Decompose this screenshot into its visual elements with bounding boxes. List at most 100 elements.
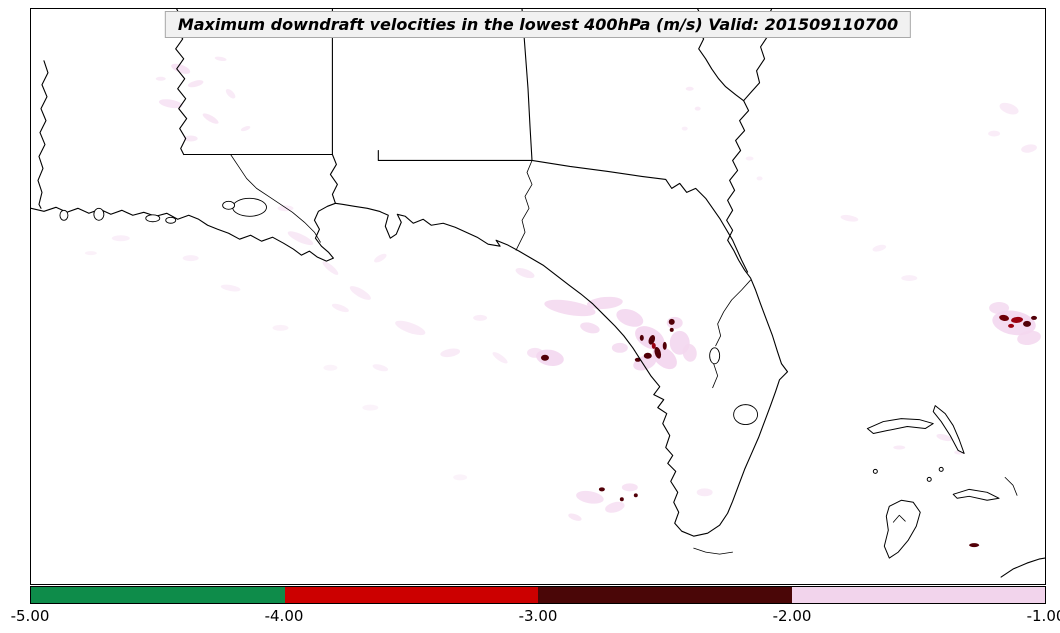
colorbar-segment: [538, 587, 792, 603]
small-cay-1: [926, 476, 932, 482]
shading-blob: [287, 231, 314, 246]
island-new-providence-eleuthera: [952, 488, 1000, 501]
island-grand-bahama: [866, 418, 934, 435]
state-border-georgia-florida: [531, 159, 749, 273]
shading-blob: [989, 301, 1010, 314]
shading-blob: [225, 88, 236, 99]
shading-blob: [277, 205, 294, 212]
shading-blob: [187, 80, 204, 88]
shading-blob: [171, 63, 191, 74]
colorbar-tick-label: -5.00: [10, 607, 50, 625]
shading-blob: [362, 404, 379, 411]
shading-blob: [1023, 320, 1032, 327]
shading-blob: [969, 543, 980, 548]
state-border-mississippi-alabama: [329, 9, 338, 204]
shading-blob: [696, 488, 713, 497]
shading-blob: [893, 445, 906, 450]
st-johns-river-south: [712, 363, 719, 389]
shading-blob: [668, 318, 675, 325]
shading-blob: [240, 126, 251, 132]
shading-blob: [372, 364, 389, 372]
colorbar-tick-label: -3.00: [518, 607, 558, 625]
shading-blob: [202, 113, 219, 124]
shading-blob: [492, 352, 508, 364]
colorbar-segment: [791, 587, 1045, 603]
small-cay-2: [938, 466, 944, 472]
lake-george: [709, 347, 721, 365]
colorbar-tick-label: -4.00: [264, 607, 304, 625]
shading-blob: [568, 513, 582, 521]
colorbar-labels: -5.00 -4.00 -3.00 -2.00 -1.00: [11, 607, 1060, 627]
shading-blob: [580, 322, 600, 334]
shading-blob: [901, 275, 918, 282]
colorbar: [30, 586, 1046, 604]
shading-blob: [544, 299, 596, 317]
shading-blob: [745, 156, 754, 161]
shading-blob: [756, 176, 763, 181]
mississippi-river-lower: [230, 154, 321, 243]
andros-channel: [892, 514, 906, 523]
shading-blob: [182, 255, 199, 262]
shading-blob: [536, 349, 564, 367]
shading-blob: [1008, 323, 1015, 328]
shading-blob: [473, 314, 488, 321]
map-canvas: [31, 9, 1045, 578]
shading-blob: [605, 501, 625, 513]
shading-blob: [611, 342, 628, 353]
shading-blob: [662, 341, 667, 350]
shading-blob: [598, 487, 605, 492]
shading-blob: [936, 433, 952, 442]
shading-blob: [651, 342, 656, 349]
shading-blob: [214, 56, 227, 62]
shading-blob: [272, 324, 289, 331]
shading-blob: [621, 483, 638, 492]
colorbar-segment: [284, 587, 538, 603]
shading-blob: [616, 309, 644, 327]
shading-blob: [988, 130, 1001, 137]
colorbar-tick-label: -1.00: [1026, 607, 1060, 625]
shading-blob: [1011, 316, 1024, 323]
shading-blob: [220, 284, 241, 292]
apalachicola-river: [515, 160, 533, 251]
shading-blob: [639, 334, 644, 341]
shading-blob: [84, 251, 97, 256]
shading-layer: [84, 56, 1041, 548]
florida-keys: [693, 547, 734, 555]
island-abaco: [932, 405, 965, 454]
shading-blob: [158, 99, 183, 109]
map-frame: Maximum downdraft velocities in the lowe…: [30, 8, 1046, 585]
shading-blob: [453, 474, 468, 481]
lake-okeechobee: [733, 404, 759, 426]
lake-pontchartrain: [232, 197, 267, 217]
shading-blob: [999, 314, 1010, 321]
shading-blob: [654, 346, 662, 359]
sabine-lake: [59, 209, 69, 221]
shading-blob: [682, 343, 697, 362]
shading-blob: [1021, 144, 1037, 153]
shading-blob: [872, 244, 887, 252]
small-cay-3: [872, 468, 878, 474]
shading-blob: [1017, 330, 1041, 346]
shading-blob: [155, 76, 166, 81]
shading-blob: [669, 327, 674, 332]
gulf-atlantic-coastline: [31, 9, 789, 537]
grand-lake: [165, 216, 177, 224]
st-johns-river: [715, 279, 751, 347]
geography-layer: [31, 9, 1045, 578]
shading-blob: [331, 303, 349, 313]
state-border-alabama-florida: [377, 149, 533, 162]
shading-blob: [633, 493, 638, 498]
colorbar-tick-label: -2.00: [772, 607, 812, 625]
shading-blob: [694, 106, 701, 111]
calcasieu-lake: [93, 207, 105, 221]
island-andros: [883, 499, 921, 559]
shading-blob: [349, 286, 371, 300]
shading-blob: [515, 268, 535, 279]
cuba-coastline: [1000, 557, 1045, 578]
shading-blob: [374, 253, 387, 263]
shading-blob: [681, 126, 688, 131]
shading-blob: [322, 261, 339, 275]
shading-blob: [395, 320, 426, 336]
shading-blob: [540, 354, 549, 361]
white-lake: [145, 214, 161, 223]
